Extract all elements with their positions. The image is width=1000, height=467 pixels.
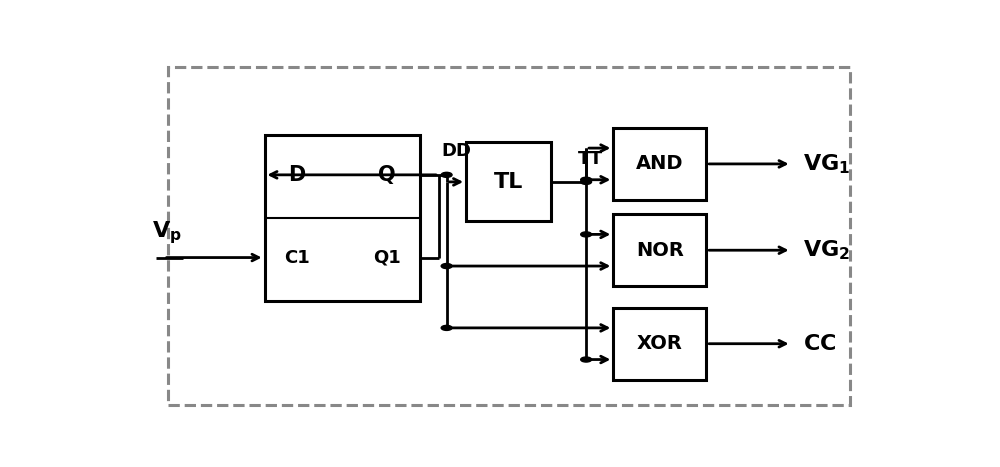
Bar [264, 135, 420, 301]
Bar [613, 308, 706, 380]
Text: NOR: NOR [636, 241, 684, 260]
Bar [613, 214, 706, 286]
Circle shape [441, 263, 452, 269]
Text: Q: Q [378, 165, 396, 185]
Text: TL: TL [494, 172, 523, 192]
Text: $\mathbf{V_p}$: $\mathbf{V_p}$ [152, 219, 182, 246]
Text: XOR: XOR [637, 334, 683, 353]
Text: D: D [288, 165, 306, 185]
Circle shape [581, 357, 592, 362]
Text: $\mathbf{CC}$: $\mathbf{CC}$ [803, 334, 836, 354]
Circle shape [441, 325, 452, 331]
Text: C1: C1 [284, 248, 310, 267]
Text: $\mathbf{VG_2}$: $\mathbf{VG_2}$ [803, 239, 850, 262]
Text: $\mathbf{VG_1}$: $\mathbf{VG_1}$ [803, 152, 850, 176]
Bar [613, 128, 706, 200]
Text: AND: AND [636, 155, 684, 173]
Circle shape [581, 177, 592, 182]
Text: TT: TT [577, 149, 603, 168]
Bar [466, 142, 551, 221]
Bar [168, 67, 850, 405]
Circle shape [581, 179, 592, 184]
Text: DD: DD [441, 142, 471, 161]
Text: Q1: Q1 [373, 248, 401, 267]
Circle shape [441, 172, 452, 177]
Circle shape [581, 232, 592, 237]
